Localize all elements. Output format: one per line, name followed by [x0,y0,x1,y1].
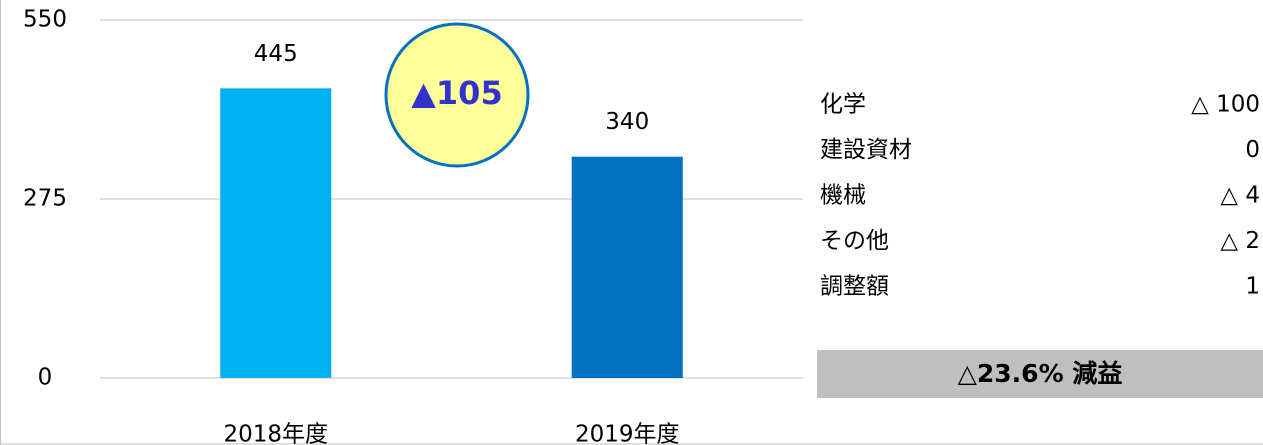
breakdown-value: 0 [1245,137,1260,163]
y-tick-label: 275 [23,186,67,212]
data-label: 445 [254,41,298,67]
x-tick-label: 2018年度 [223,422,328,445]
y-tick-label: 0 [38,365,53,391]
breakdown-label: 機械 [820,183,866,209]
breakdown-value: △ 100 [1191,92,1260,118]
data-label: 340 [605,109,649,135]
breakdown-value: △ 4 [1220,183,1260,209]
y-tick-label: 550 [23,7,67,33]
breakdown-value: △ 2 [1220,228,1260,254]
bar [571,156,683,378]
breakdown-label: 化学 [820,92,866,118]
breakdown-label: その他 [820,228,889,254]
summary: △23.6% 減益 [958,359,1123,388]
x-tick-label: 2019年度 [575,422,680,445]
breakdown-label: 建設資材 [820,137,912,163]
bar [220,88,332,378]
annotation-circle [384,22,530,168]
summary-box [817,350,1263,398]
breakdown-value: 1 [1245,274,1260,300]
breakdown-label: 調整額 [820,274,889,300]
annotation: ▲105 [411,74,502,112]
